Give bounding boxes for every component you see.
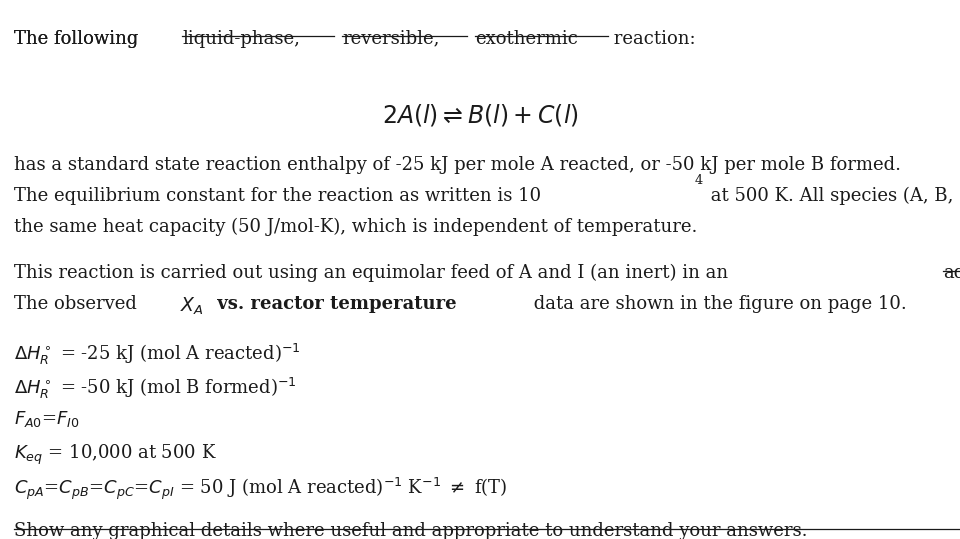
Text: liquid-phase,: liquid-phase, — [182, 30, 300, 47]
Text: The following: The following — [14, 30, 145, 47]
Text: The observed: The observed — [14, 295, 143, 313]
Text: reversible,: reversible, — [342, 30, 439, 47]
Text: at 500 K. All species (A, B, C, I) have: at 500 K. All species (A, B, C, I) have — [706, 187, 960, 205]
Text: $\Delta H_R^\circ$ = -50 kJ (mol B formed)$^{-1}$: $\Delta H_R^\circ$ = -50 kJ (mol B forme… — [14, 376, 298, 401]
Text: $F_{A0}$=$F_{I0}$: $F_{A0}$=$F_{I0}$ — [14, 409, 81, 429]
Text: adiabatic: adiabatic — [944, 264, 960, 282]
Text: $C_{pA}$=$C_{pB}$=$C_{pC}$=$C_{pI}$ = 50 J (mol A reacted)$^{-1}$ K$^{-1}$ $\neq: $C_{pA}$=$C_{pB}$=$C_{pC}$=$C_{pI}$ = 50… — [14, 476, 508, 502]
Text: The equilibrium constant for the reaction as written is 10: The equilibrium constant for the reactio… — [14, 187, 541, 205]
Text: has a standard state reaction enthalpy of -25 kJ per mole A reacted, or -50 kJ p: has a standard state reaction enthalpy o… — [14, 156, 901, 174]
Text: 4: 4 — [695, 174, 703, 186]
Text: $\Delta H_R^\circ$ = -25 kJ (mol A reacted)$^{-1}$: $\Delta H_R^\circ$ = -25 kJ (mol A react… — [14, 342, 301, 368]
Text: Show any graphical details where useful and appropriate to understand your answe: Show any graphical details where useful … — [14, 522, 808, 539]
Text: This reaction is carried out using an equimolar feed of A and I (an inert) in an: This reaction is carried out using an eq… — [14, 264, 734, 282]
Text: The following: The following — [14, 30, 145, 47]
Text: exothermic: exothermic — [475, 30, 578, 47]
Text: $\mathit{X}_{A}$: $\mathit{X}_{A}$ — [180, 295, 204, 317]
Text: $K_{eq}$ = 10,000 at 500 K: $K_{eq}$ = 10,000 at 500 K — [14, 443, 217, 467]
Text: the same heat capacity (50 J/mol-K), which is independent of temperature.: the same heat capacity (50 J/mol-K), whi… — [14, 218, 698, 236]
Text: data are shown in the figure on page 10.: data are shown in the figure on page 10. — [528, 295, 906, 313]
Text: vs. reactor temperature: vs. reactor temperature — [211, 295, 457, 313]
Text: $2A(l) \rightleftharpoons B(l) + C(l)$: $2A(l) \rightleftharpoons B(l) + C(l)$ — [382, 102, 578, 128]
Text: reaction:: reaction: — [608, 30, 695, 47]
